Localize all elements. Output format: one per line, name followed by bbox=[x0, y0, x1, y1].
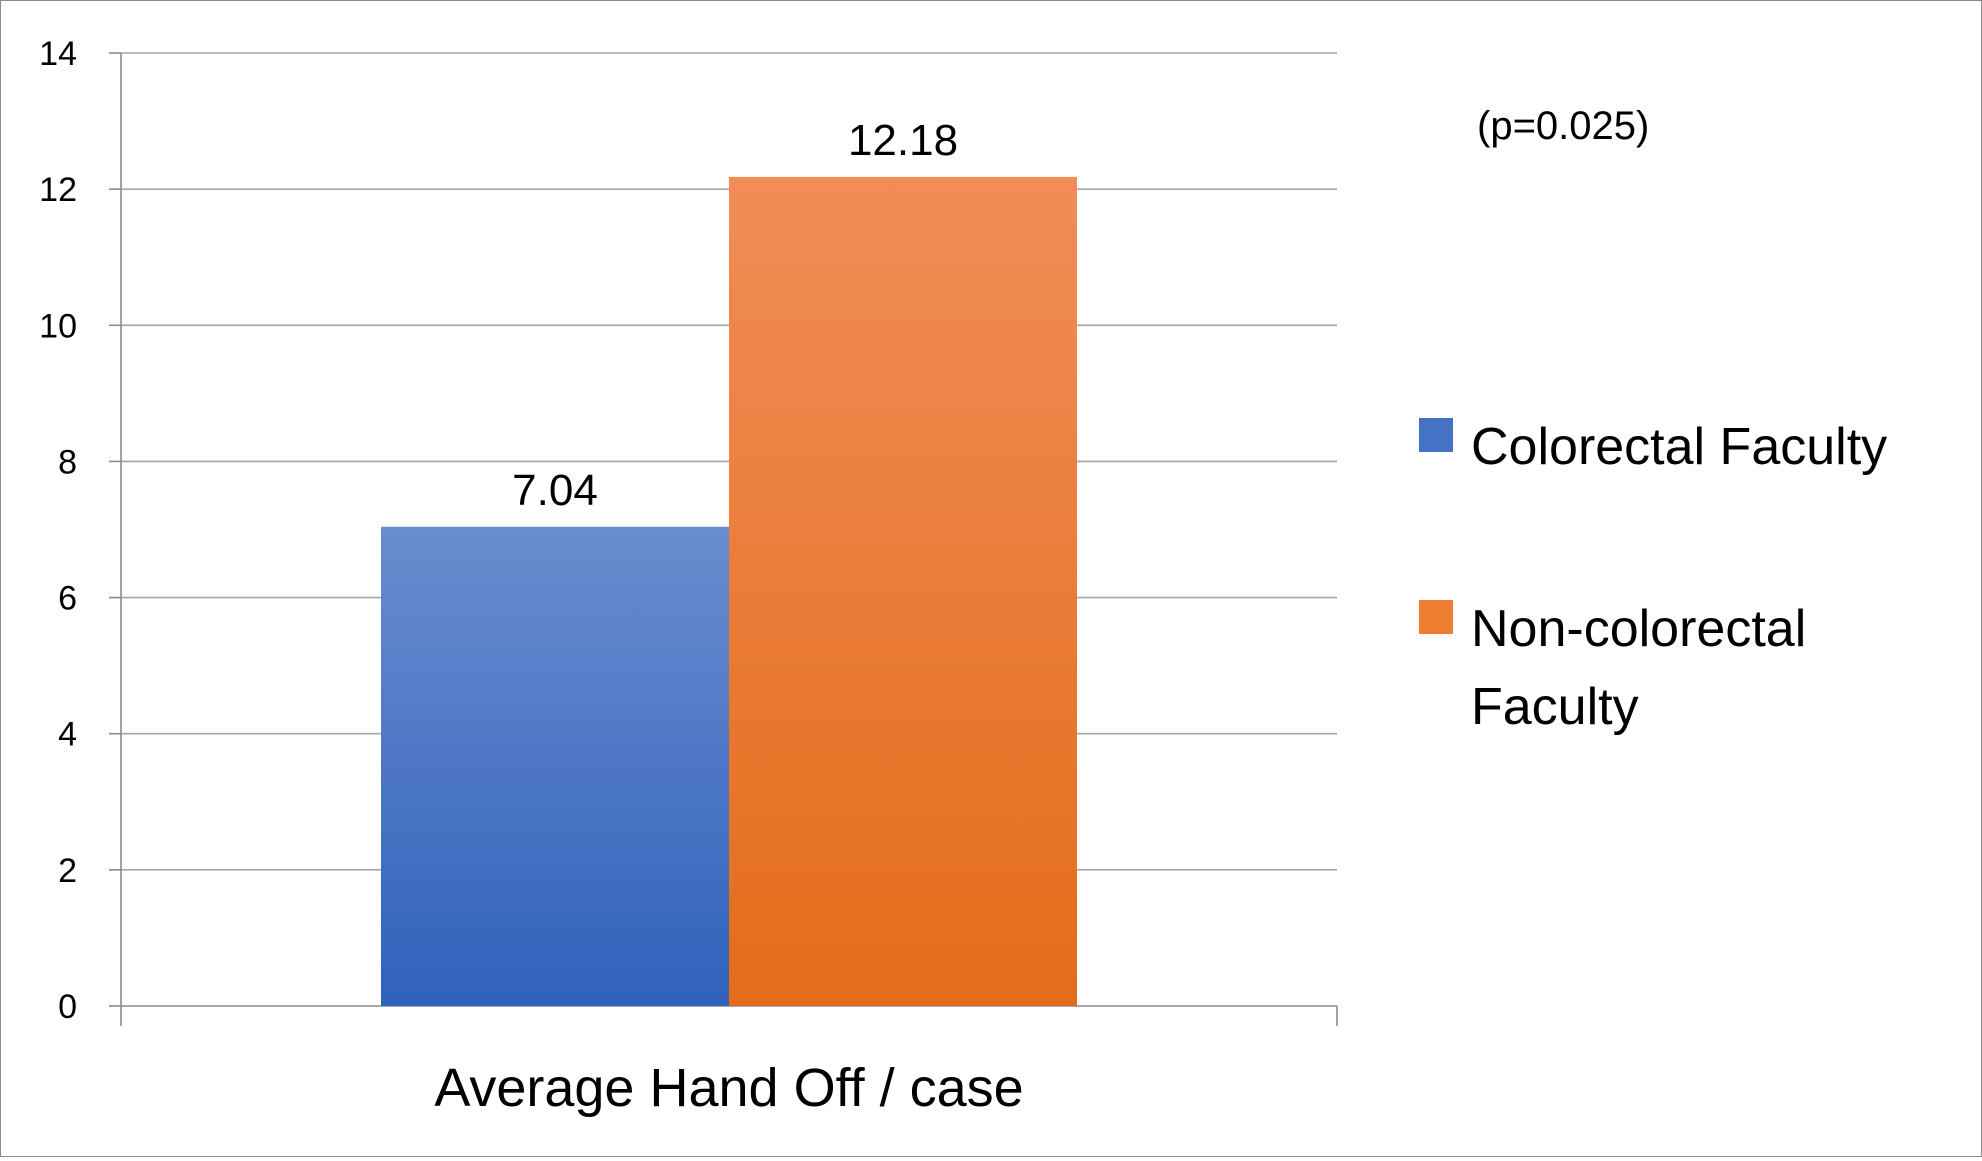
data-labels: 7.04 12.18 bbox=[512, 116, 958, 515]
legend-swatch-colorectal bbox=[1419, 418, 1453, 452]
legend-label-line: Non-colorectal bbox=[1471, 600, 1806, 658]
bar-colorectal bbox=[381, 526, 729, 1006]
bars bbox=[381, 176, 1077, 1006]
y-tick-label: 8 bbox=[58, 443, 77, 481]
y-tick-label: 2 bbox=[58, 852, 77, 890]
y-tick-label: 4 bbox=[58, 716, 77, 754]
legend: Colorectal Faculty Non-colorectal Faculty bbox=[1419, 418, 1887, 736]
y-tick-label: 14 bbox=[39, 35, 77, 73]
legend-label-line: Colorectal Faculty bbox=[1471, 418, 1887, 476]
bar-non-colorectal bbox=[729, 176, 1077, 1006]
x-category-label: Average Hand Off / case bbox=[434, 1058, 1023, 1118]
legend-swatch-non-colorectal bbox=[1419, 600, 1453, 634]
p-value-annotation: (p=0.025) bbox=[1477, 104, 1649, 148]
legend-label-line: Faculty bbox=[1471, 678, 1639, 736]
y-tick-label: 0 bbox=[58, 988, 77, 1026]
y-tick-labels: 0 2 4 6 8 10 12 14 bbox=[39, 35, 77, 1026]
data-label: 7.04 bbox=[512, 466, 598, 515]
y-tick-label: 12 bbox=[39, 171, 77, 209]
y-tick-label: 6 bbox=[58, 580, 77, 618]
data-label: 12.18 bbox=[848, 116, 958, 165]
y-tick-label: 10 bbox=[39, 307, 77, 345]
